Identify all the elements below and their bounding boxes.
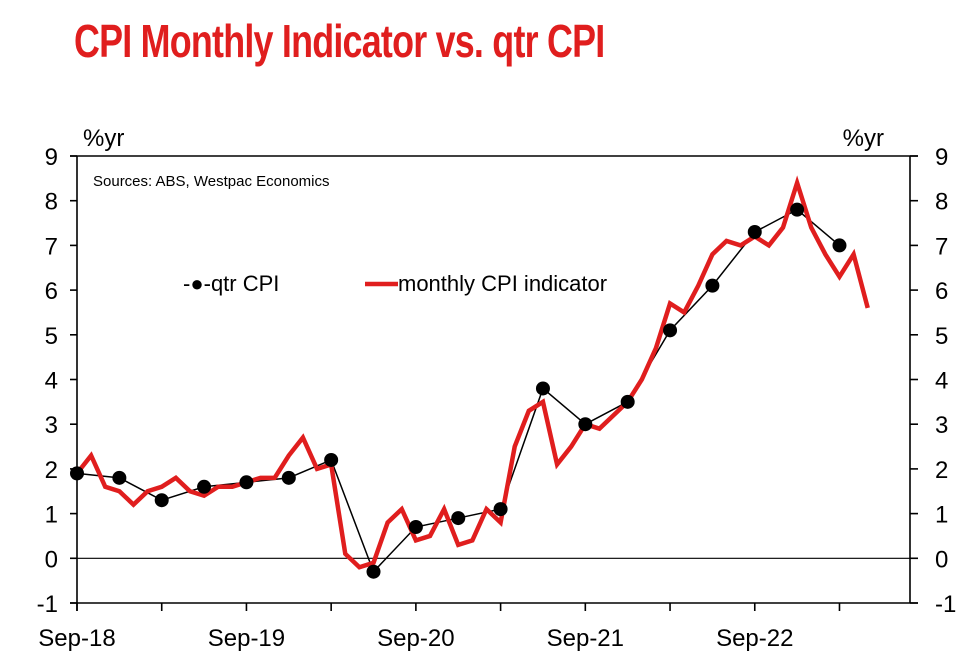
- y-tick-label-left: 8: [45, 189, 58, 216]
- y-tick-label-right: 1: [935, 502, 948, 529]
- y-tick-label-right: 6: [935, 278, 948, 305]
- y-tick-label-right: 5: [935, 323, 948, 350]
- data-point-qtr-cpi: [408, 520, 423, 535]
- data-point-qtr-cpi: [112, 470, 127, 485]
- legend-item-monthly-cpi: monthly CPI indicator: [365, 271, 607, 296]
- x-tick-label: Sep-22: [716, 625, 793, 652]
- y-tick-label-left: 9: [45, 144, 58, 171]
- y-tick-label-left: -1: [37, 591, 58, 618]
- x-tick-label: Sep-21: [547, 625, 624, 652]
- legend-label-monthly-cpi: monthly CPI indicator: [398, 271, 607, 296]
- source-note: Sources: ABS, Westpac Economics: [93, 173, 330, 190]
- y-tick-label-left: 7: [45, 233, 58, 260]
- chart-title: CPI Monthly Indicator vs. qtr CPI: [74, 15, 605, 67]
- data-point-qtr-cpi: [790, 202, 805, 217]
- y-tick-label-right: 4: [935, 368, 948, 395]
- x-tick-label: Sep-19: [208, 625, 285, 652]
- legend: -●-qtr CPI monthly CPI indicator: [183, 271, 607, 296]
- data-point-qtr-cpi: [705, 278, 720, 293]
- y-tick-label-left: 4: [45, 368, 58, 395]
- series-layer: [70, 175, 870, 579]
- data-point-qtr-cpi: [535, 381, 550, 396]
- y-tick-label-right: 2: [935, 457, 948, 484]
- y-axis-unit-right: %yr: [843, 125, 884, 152]
- data-point-qtr-cpi: [366, 564, 381, 579]
- data-point-qtr-cpi: [281, 470, 296, 485]
- axes: 9 9 8 8 7 7 6 6 5 5 4 4 3 3 2 2 1 1 0 0 -1 -1 Sep-18 Sep-19 Sep-…: [37, 144, 957, 652]
- y-tick-label-right: 0: [935, 546, 948, 573]
- y-tick-label-right: 3: [935, 412, 948, 439]
- data-point-qtr-cpi: [747, 224, 762, 239]
- data-point-qtr-cpi: [620, 394, 635, 409]
- data-point-qtr-cpi: [324, 452, 339, 467]
- data-point-qtr-cpi: [493, 502, 508, 517]
- y-axis-unit-left: %yr: [83, 125, 124, 152]
- data-point-qtr-cpi: [197, 479, 212, 494]
- series-line-monthly-cpi: [75, 175, 870, 570]
- legend-label-qtr-cpi: -●-qtr CPI: [183, 271, 279, 296]
- data-point-qtr-cpi: [663, 323, 678, 338]
- data-point-qtr-cpi: [154, 493, 169, 508]
- data-point-qtr-cpi: [70, 466, 84, 481]
- y-tick-label-left: 6: [45, 278, 58, 305]
- data-point-qtr-cpi: [578, 417, 593, 432]
- data-point-qtr-cpi: [832, 238, 847, 253]
- y-tick-label-right: 9: [935, 144, 948, 171]
- legend-item-qtr-cpi: -●-qtr CPI: [183, 271, 279, 296]
- y-tick-label-right: 8: [935, 189, 948, 216]
- y-tick-label-right: 7: [935, 233, 948, 260]
- y-tick-label-left: 5: [45, 323, 58, 350]
- data-point-qtr-cpi: [451, 511, 466, 526]
- data-point-qtr-cpi: [239, 475, 254, 490]
- x-tick-label: Sep-18: [38, 625, 115, 652]
- y-tick-label-left: 0: [45, 546, 58, 573]
- y-tick-label-right: -1: [935, 591, 956, 618]
- y-tick-label-left: 1: [45, 502, 58, 529]
- y-tick-label-left: 2: [45, 457, 58, 484]
- y-tick-label-left: 3: [45, 412, 58, 439]
- x-tick-label: Sep-20: [377, 625, 454, 652]
